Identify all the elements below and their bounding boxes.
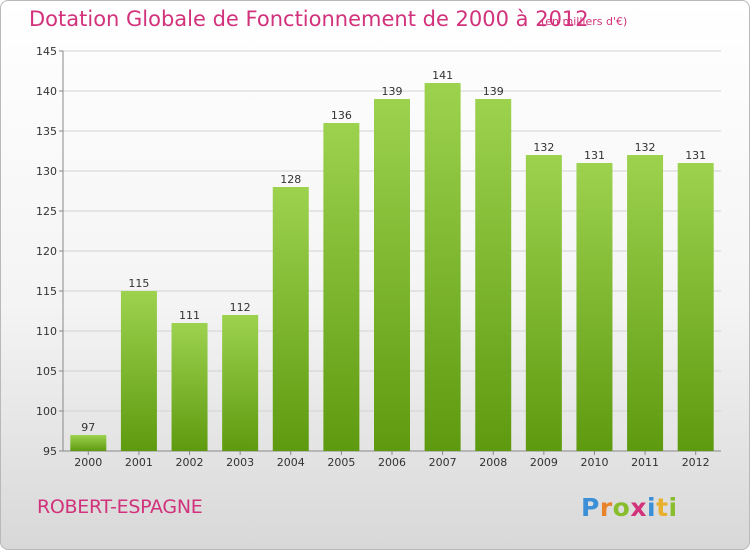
bar-value-label: 112 [230, 301, 251, 314]
y-tick-label: 115 [36, 285, 57, 298]
y-tick-label: 140 [36, 85, 57, 98]
x-tick-label: 2012 [682, 456, 710, 469]
bar [70, 435, 107, 451]
x-tick-label: 2005 [327, 456, 355, 469]
x-tick-label: 2001 [125, 456, 153, 469]
bar [171, 323, 208, 451]
bar [576, 163, 613, 451]
x-tick-label: 2007 [429, 456, 457, 469]
bar-value-label: 139 [382, 85, 403, 98]
y-tick-label: 125 [36, 205, 57, 218]
bar [677, 163, 714, 451]
x-tick-label: 2010 [580, 456, 608, 469]
bar [120, 291, 157, 451]
svg-text:Proxiti: Proxiti [581, 493, 678, 522]
x-tick-label: 2008 [479, 456, 507, 469]
y-tick-label: 95 [43, 445, 57, 458]
y-tick-label: 110 [36, 325, 57, 338]
x-tick-label: 2002 [176, 456, 204, 469]
bar [525, 155, 562, 451]
y-tick-label: 100 [36, 405, 57, 418]
chart-title: Dotation Globale de Fonctionnement de 20… [29, 7, 589, 31]
bar-value-label: 111 [179, 309, 200, 322]
y-tick-label: 135 [36, 125, 57, 138]
bar [374, 99, 410, 451]
x-tick-label: 2009 [530, 456, 558, 469]
bar-value-label: 141 [432, 69, 453, 82]
bar [424, 83, 461, 451]
bar-value-label: 132 [635, 141, 656, 154]
y-tick-label: 105 [36, 365, 57, 378]
bar-value-label: 136 [331, 109, 352, 122]
bar [627, 155, 664, 451]
y-tick-label: 130 [36, 165, 57, 178]
bar [222, 315, 259, 451]
bar-value-label: 139 [483, 85, 504, 98]
x-tick-label: 2006 [378, 456, 406, 469]
bar [475, 99, 512, 451]
x-tick-label: 2000 [74, 456, 102, 469]
x-tick-label: 2011 [631, 456, 659, 469]
y-tick-label: 145 [36, 45, 57, 58]
bar-value-label: 131 [584, 149, 605, 162]
bar-value-label: 97 [81, 421, 95, 434]
x-tick-label: 2004 [277, 456, 305, 469]
y-tick-label: 120 [36, 245, 57, 258]
bar [272, 187, 309, 451]
bar-value-label: 128 [280, 173, 301, 186]
bar [323, 123, 360, 451]
commune-name: ROBERT-ESPAGNE [37, 496, 203, 518]
x-tick-label: 2003 [226, 456, 254, 469]
bar-value-label: 115 [128, 277, 149, 290]
chart-subtitle: (en milliers d'€) [541, 15, 628, 28]
bar-value-label: 132 [533, 141, 554, 154]
proxiti-logo: Proxiti [581, 493, 678, 522]
bar-value-label: 131 [685, 149, 706, 162]
